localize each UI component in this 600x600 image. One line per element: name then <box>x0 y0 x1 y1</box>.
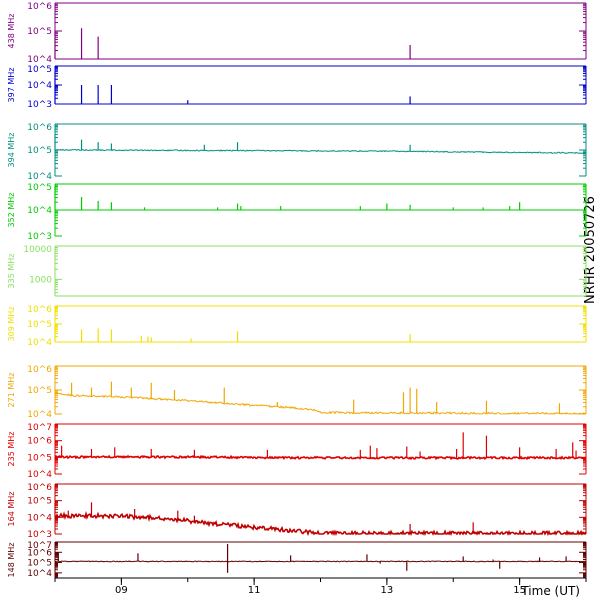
y-tick-label: 10^5 <box>27 559 52 569</box>
panel-335-mhz: 1000 10000 335 MHz <box>7 245 587 297</box>
flux-trace <box>54 392 587 415</box>
station-date-label: NRHR 20050726 <box>583 196 598 304</box>
channel-label: 164 MHz <box>7 492 16 527</box>
y-tick-label: 10^5 <box>27 183 52 193</box>
y-tick-label: 10^6 <box>27 305 52 315</box>
y-tick-label: 10^5 <box>27 497 52 507</box>
channel-label: 271 MHz <box>7 373 16 408</box>
y-tick-label: 10^4 <box>27 338 52 348</box>
panel-309-mhz: 10^4 10^5 10^6 309 MHz <box>7 305 587 348</box>
panel-394-mhz: 10^4 10^5 10^6 394 MHz <box>7 123 587 182</box>
y-tick-label: 10^5 <box>27 27 52 37</box>
y-tick-label: 10^5 <box>27 65 52 75</box>
x-tick-label: 11 <box>248 585 261 596</box>
panel-352-mhz: 10^3 10^4 10^5 352 MHz <box>7 183 587 242</box>
y-tick-label: 1000 <box>29 275 52 285</box>
y-tick-label: 10^6 <box>27 365 52 375</box>
x-axis-label: Time (UT) <box>520 584 580 598</box>
y-tick-label: 10^4 <box>27 513 52 523</box>
y-tick-label: 10^4 <box>27 172 52 182</box>
channel-label: 309 MHz <box>7 307 16 342</box>
y-tick-label: 10^3 <box>27 100 52 110</box>
channel-label: 397 MHz <box>7 68 16 103</box>
y-tick-label: 10^6 <box>27 483 52 493</box>
panel-271-mhz: 10^4 10^5 10^6 271 MHz <box>7 365 587 420</box>
panel-164-mhz: 10^3 10^4 10^5 10^6 164 MHz <box>7 483 587 540</box>
flux-trace <box>54 510 587 537</box>
y-tick-label: 10^6 <box>27 2 52 12</box>
y-tick-label: 10^3 <box>27 530 52 540</box>
channel-label: 438 MHz <box>7 14 16 49</box>
y-tick-label: 10^5 <box>27 453 52 463</box>
flux-trace <box>54 148 587 154</box>
y-tick-label: 10000 <box>23 245 52 255</box>
y-tick-label: 10^4 <box>27 81 52 91</box>
channel-label: 335 MHz <box>7 254 16 289</box>
y-tick-label: 10^4 <box>27 55 52 65</box>
panel-148-mhz: 10^410^510^610^7 148 MHz <box>7 541 587 579</box>
x-tick-label: 13 <box>381 585 394 596</box>
y-tick-label: 10^4 <box>27 410 52 420</box>
x-tick-label: 09 <box>115 585 128 596</box>
flux-trace <box>54 454 587 461</box>
y-tick-label: 10^3 <box>27 232 52 242</box>
channel-label: 235 MHz <box>7 432 16 467</box>
y-tick-label: 10^4 <box>27 206 52 216</box>
y-tick-label: 10^4 <box>27 569 52 579</box>
channel-label: 148 MHz <box>7 543 16 578</box>
panel-397-mhz: 10^3 10^4 10^5 397 MHz <box>7 65 587 110</box>
panel-438-mhz: 10^4 10^5 10^6 438 MHz <box>7 2 587 65</box>
y-tick-label: 10^6 <box>27 437 52 447</box>
channel-label: 352 MHz <box>7 193 16 228</box>
y-tick-label: 10^6 <box>27 123 52 133</box>
y-tick-label: 10^6 <box>27 548 52 558</box>
y-tick-label: 10^7 <box>27 423 52 433</box>
panel-235-mhz: 10^4 10^5 10^6 10^7 235 MHz <box>7 423 587 480</box>
y-tick-label: 10^5 <box>27 320 52 330</box>
x-tick-label: 15 <box>513 585 526 596</box>
y-tick-label: 10^5 <box>27 386 52 396</box>
flux-trace <box>54 560 587 563</box>
y-tick-label: 10^7 <box>27 541 52 551</box>
channel-label: 394 MHz <box>7 133 16 168</box>
y-tick-label: 10^4 <box>27 470 52 480</box>
y-tick-label: 10^5 <box>27 146 52 156</box>
